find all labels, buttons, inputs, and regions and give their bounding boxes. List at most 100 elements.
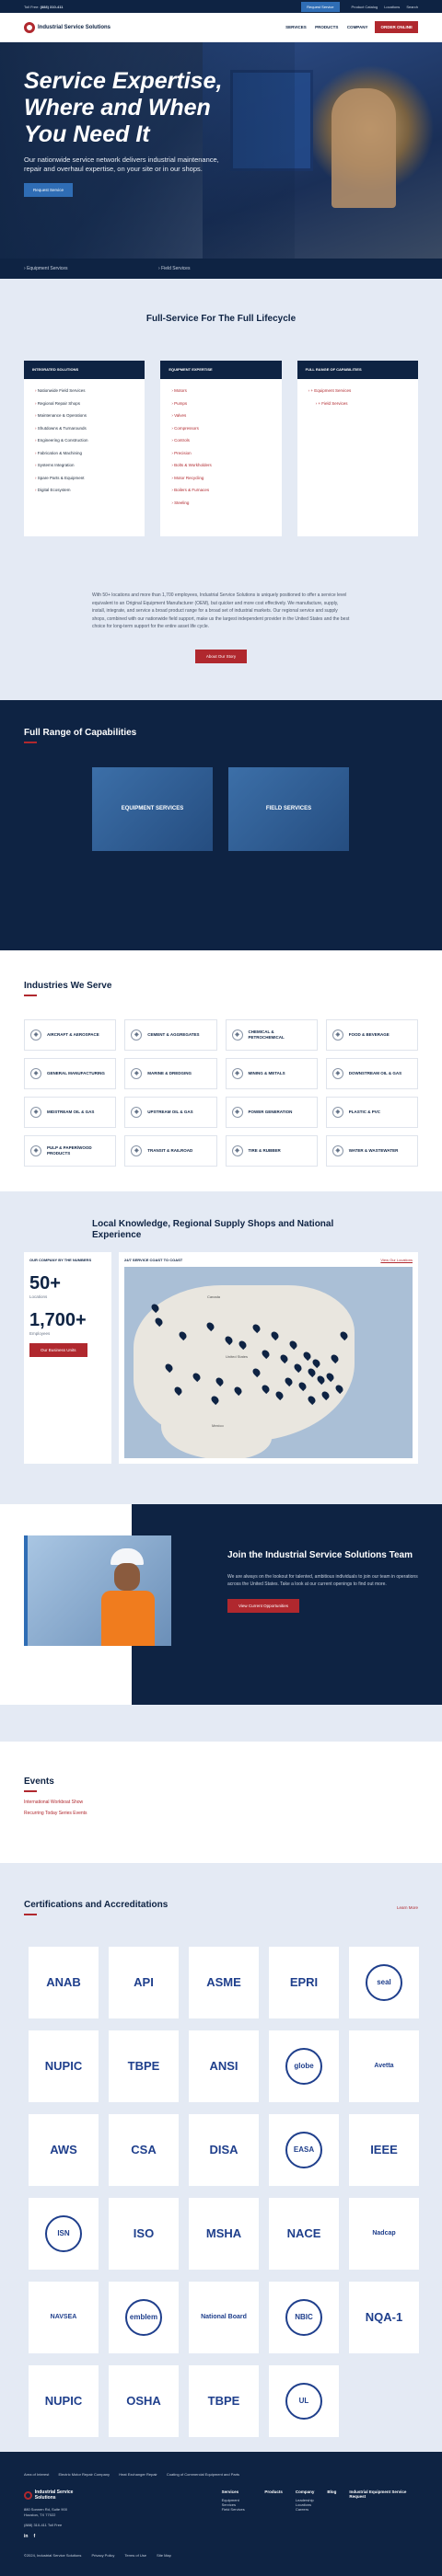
cert-logo-text: EPRI	[289, 1975, 319, 1989]
industry-tile[interactable]: ◈ UPSTREAM OIL & GAS	[124, 1096, 217, 1128]
list-item[interactable]: Fabrication & Machining	[35, 447, 134, 460]
employees-label: Employees	[29, 1330, 51, 1336]
footer-nav-heading[interactable]: Company	[295, 2489, 315, 2494]
footer-link[interactable]: Area of Interest	[24, 2471, 50, 2477]
list-item[interactable]: Systems Integration	[35, 459, 134, 472]
industry-tile[interactable]: ◈ MARINE & DREDGING	[124, 1057, 217, 1089]
view-locations-link[interactable]: View Our Locations	[380, 1257, 413, 1262]
industry-tile[interactable]: ◈ AIRCRAFT & AEROSPACE	[24, 1018, 117, 1051]
integrated-solutions-card: INTEGRATED SOLUTIONS Nationwide Field Se…	[24, 361, 145, 536]
privacy-link[interactable]: Privacy Policy	[91, 2552, 115, 2558]
industry-tile[interactable]: ◈ FOOD & BEVERAGE	[325, 1018, 418, 1051]
industry-label: AIRCRAFT & AEROSPACE	[47, 1031, 99, 1037]
list-item[interactable]: Engineering & Construction	[35, 434, 134, 447]
cert-logo: TBPE	[109, 2030, 179, 2102]
industry-tile[interactable]: ◈ MINING & METALS	[225, 1057, 318, 1089]
nav-services[interactable]: SERVICES	[285, 24, 307, 29]
cert-logo-text: DISA	[209, 2143, 238, 2156]
event-link[interactable]: Recurring Today Series Events	[24, 1810, 87, 1816]
list-item[interactable]: Precision	[171, 447, 270, 460]
lifecycle-section: Full-Service For The Full Lifecycle INTE…	[0, 279, 442, 700]
about-story-button[interactable]: About Our Story	[194, 649, 248, 663]
equipment-services-link[interactable]: › Equipment Services	[24, 266, 68, 271]
business-units-button[interactable]: Our Business Units	[29, 1342, 87, 1357]
industry-tile[interactable]: ◈ PULP & PAPER/WOOD PRODUCTS	[24, 1134, 117, 1167]
view-opportunities-button[interactable]: View Current Opportunities	[227, 1598, 299, 1613]
equipment-services-tile[interactable]: EQUIPMENT SERVICES	[92, 766, 213, 851]
footer-link[interactable]: Heat Exchanger Repair	[119, 2471, 157, 2477]
map-title: 24/7 SERVICE COAST TO COAST	[124, 1257, 183, 1262]
list-item[interactable]: Motor Recycling	[171, 472, 270, 485]
list-item[interactable]: Shutdowns & Turnarounds	[35, 422, 134, 435]
list-item[interactable]: Boilers & Furnaces	[171, 484, 270, 497]
linkedin-icon[interactable]: in	[24, 2534, 29, 2539]
industry-label: FOOD & BEVERAGE	[348, 1031, 390, 1037]
industry-tile[interactable]: ◈ TIRE & RUBBER	[225, 1134, 318, 1167]
locations-label: Locations	[29, 1294, 48, 1299]
list-item[interactable]: Digital Ecosystem	[35, 484, 134, 497]
list-item[interactable]: Spare Parts & Equipment	[35, 472, 134, 485]
industry-label: POWER GENERATION	[248, 1109, 293, 1114]
industry-tile[interactable]: ◈ PLASTIC & PVC	[325, 1096, 418, 1128]
cert-logo-text: ISO	[133, 2226, 155, 2240]
industry-tile[interactable]: ◈ MIDSTREAM OIL & GAS	[24, 1096, 117, 1128]
sitemap-link[interactable]: Site Map	[157, 2552, 171, 2558]
list-item[interactable]: Controls	[171, 434, 270, 447]
list-item[interactable]: Motors	[171, 385, 270, 397]
list-item[interactable]: Regional Repair Shops	[35, 397, 134, 410]
footer-nav-item[interactable]: Leadership	[295, 2497, 314, 2502]
order-online-button[interactable]: ORDER ONLINE	[375, 21, 418, 33]
event-link[interactable]: International Workboat Show	[24, 1799, 84, 1805]
field-services-link[interactable]: › Field Services	[158, 266, 191, 271]
list-item[interactable]: Bolts & Workholders	[171, 459, 270, 472]
search-link[interactable]: Search	[406, 4, 418, 9]
footer-nav-item[interactable]: Careers	[295, 2506, 309, 2512]
industry-tile[interactable]: ◈ CEMENT & AGGREGATES	[124, 1018, 217, 1051]
nav-company[interactable]: COMPANY	[346, 24, 368, 29]
industry-tile[interactable]: ◈ CHEMICAL & PETROCHEMICAL	[225, 1018, 318, 1051]
industry-tile[interactable]: ◈ POWER GENERATION	[225, 1096, 318, 1128]
footer-nav-heading[interactable]: Services	[221, 2489, 239, 2494]
list-item[interactable]: Steeling	[171, 497, 270, 510]
list-item[interactable]: Valves	[171, 409, 270, 422]
footer-nav-item[interactable]: Field Services	[221, 2506, 245, 2512]
locations-link[interactable]: Locations	[384, 4, 401, 9]
company-stats: OUR COMPANY BY THE NUMBERS 50+ Locations…	[24, 1251, 111, 1464]
cert-logo-text: TBPE	[207, 2394, 240, 2408]
field-services-tile[interactable]: FIELD SERVICES	[228, 766, 349, 851]
certifications-section: Certifications and Accreditations Learn …	[0, 1862, 442, 2452]
footer-brand[interactable]: Industrial Service Solutions	[34, 2489, 74, 2501]
industry-tile[interactable]: ◈ GENERAL MANUFACTURING	[24, 1057, 117, 1089]
industry-tile[interactable]: ◈ TRANSIT & RAILROAD	[124, 1134, 217, 1167]
list-item[interactable]: + Field Services	[308, 397, 407, 410]
brand-logo[interactable]: Industrial Service Solutions	[24, 21, 110, 33]
request-service-top-button[interactable]: Request Service	[301, 1, 340, 12]
list-item[interactable]: + Equipment Services	[308, 385, 407, 397]
locations-title: Local Knowledge, Regional Supply Shops a…	[92, 1218, 334, 1240]
footer-nav-item[interactable]: Equipment Services	[221, 2497, 239, 2507]
phone-label: Toll Free:	[24, 4, 40, 9]
learn-more-link[interactable]: Learn More	[396, 1904, 418, 1910]
industry-tile[interactable]: ◈ DOWNSTREAM OIL & GAS	[325, 1057, 418, 1089]
footer-link[interactable]: Electric Motor Repair Company	[58, 2471, 110, 2477]
terms-link[interactable]: Terms of Use	[124, 2552, 146, 2558]
footer-nav-heading[interactable]: Blog	[327, 2489, 337, 2494]
nav-products[interactable]: PRODUCTS	[315, 24, 339, 29]
list-item[interactable]: Compressors	[171, 422, 270, 435]
list-item[interactable]: Nationwide Field Services	[35, 385, 134, 397]
footer-link[interactable]: Coating of Commercial Equipment and Part…	[166, 2471, 240, 2477]
footer-phone[interactable]: (888) 310-411 Toll Free	[24, 2522, 63, 2527]
facebook-icon[interactable]: f	[33, 2534, 36, 2539]
industry-tile[interactable]: ◈ WATER & WASTEWATER	[325, 1134, 418, 1167]
industry-icon: ◈	[332, 1029, 343, 1041]
map-canvas[interactable]: Canada United States Mexico	[124, 1266, 413, 1458]
locations-section: Local Knowledge, Regional Supply Shops a…	[0, 1190, 442, 1504]
list-item[interactable]: Pumps	[171, 397, 270, 410]
footer-nav-heading[interactable]: Products	[264, 2489, 283, 2494]
product-catalog-link[interactable]: Product Catalog	[351, 4, 378, 9]
locations-map: 24/7 SERVICE COAST TO COAST View Our Loca…	[119, 1251, 418, 1464]
footer-nav-heading[interactable]: Industrial Equipment Service Request	[349, 2489, 407, 2499]
list-item[interactable]: Maintenance & Operations	[35, 409, 134, 422]
hero-request-service-button[interactable]: Request Service	[24, 183, 74, 197]
phone-number[interactable]: (888) 310-411	[40, 4, 64, 9]
